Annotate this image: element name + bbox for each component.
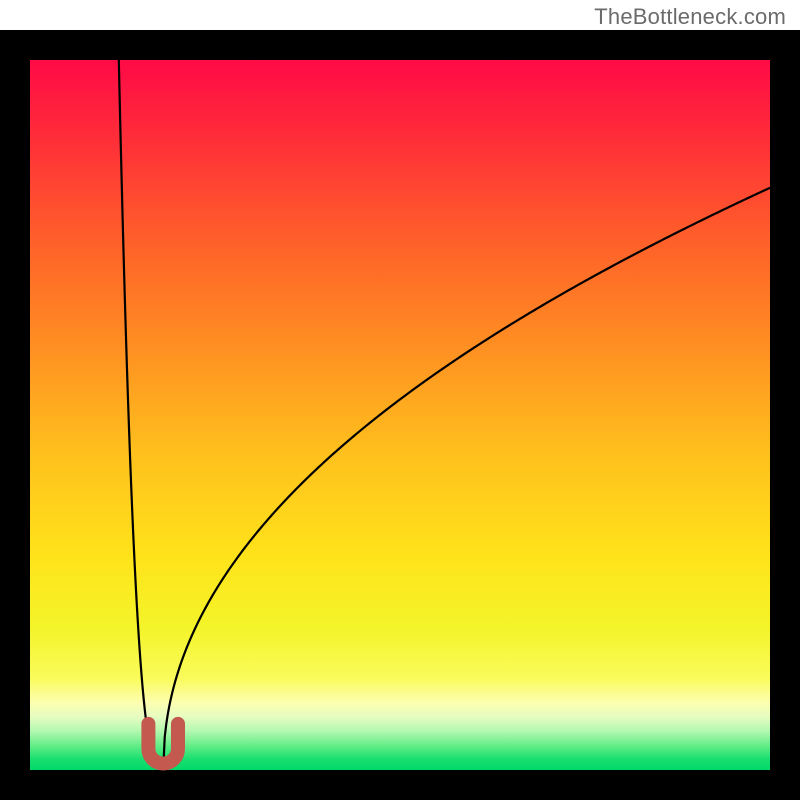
bottleneck-chart — [0, 0, 800, 800]
figure-root: TheBottleneck.com — [0, 0, 800, 800]
